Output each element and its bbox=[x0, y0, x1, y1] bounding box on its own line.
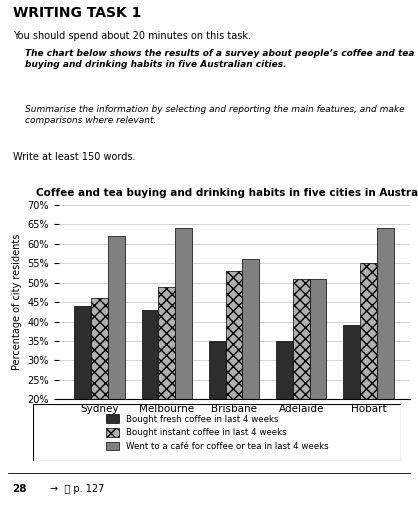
Bar bbox=[108, 236, 125, 477]
Title: Coffee and tea buying and drinking habits in five cities in Australia: Coffee and tea buying and drinking habit… bbox=[36, 188, 418, 199]
Bar bbox=[158, 287, 175, 477]
Bar bbox=[175, 228, 192, 477]
Bar bbox=[226, 271, 242, 477]
Text: →  🔗 p. 127: → 🔗 p. 127 bbox=[50, 484, 104, 494]
Text: 28: 28 bbox=[13, 484, 27, 494]
Text: You should spend about 20 minutes on this task.: You should spend about 20 minutes on thi… bbox=[13, 31, 250, 41]
Text: Summarise the information by selecting and reporting the main features, and make: Summarise the information by selecting a… bbox=[25, 105, 404, 125]
Bar bbox=[360, 263, 377, 477]
Y-axis label: Percentage of city residents: Percentage of city residents bbox=[12, 234, 22, 370]
Bar bbox=[91, 298, 108, 477]
Bar bbox=[74, 306, 91, 477]
Bar bbox=[142, 310, 158, 477]
Text: Write at least 150 words.: Write at least 150 words. bbox=[13, 152, 135, 162]
Text: The chart below shows the results of a survey about people’s coffee and tea buyi: The chart below shows the results of a s… bbox=[25, 49, 414, 69]
Bar bbox=[310, 279, 326, 477]
Bar bbox=[293, 279, 310, 477]
Bar bbox=[276, 341, 293, 477]
Bar bbox=[343, 326, 360, 477]
Text: WRITING TASK 1: WRITING TASK 1 bbox=[13, 6, 141, 20]
Bar bbox=[209, 341, 226, 477]
Bar bbox=[242, 259, 259, 477]
Bar bbox=[377, 228, 394, 477]
Legend: Bought fresh coffee in last 4 weeks, Bought instant coffee in last 4 weeks, Went: Bought fresh coffee in last 4 weeks, Bou… bbox=[102, 410, 333, 455]
